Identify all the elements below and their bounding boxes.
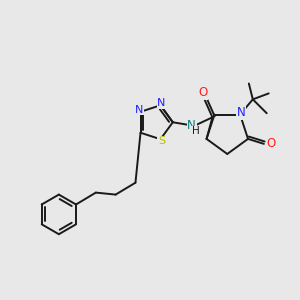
- Text: N: N: [237, 106, 245, 119]
- Text: H: H: [192, 126, 200, 136]
- Text: O: O: [198, 86, 207, 99]
- Text: O: O: [266, 137, 275, 150]
- Text: N: N: [157, 98, 166, 108]
- Text: N: N: [187, 119, 196, 132]
- Text: S: S: [158, 136, 165, 146]
- Text: N: N: [135, 105, 144, 115]
